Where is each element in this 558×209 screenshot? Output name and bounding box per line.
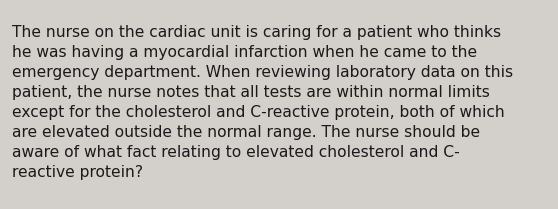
Text: The nurse on the cardiac unit is caring for a patient who thinks
he was having a: The nurse on the cardiac unit is caring … bbox=[12, 25, 513, 180]
